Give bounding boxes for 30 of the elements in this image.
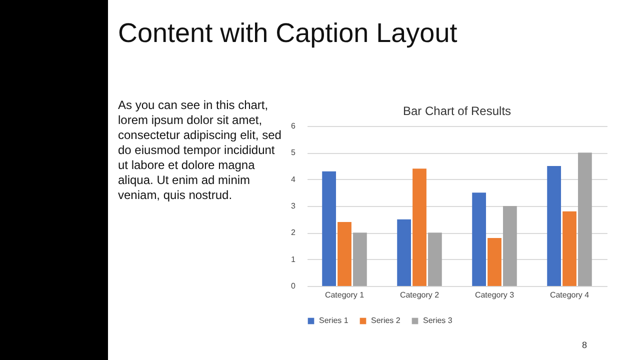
bar — [322, 171, 336, 286]
legend-label: Series 3 — [423, 316, 453, 325]
y-tick-label: 4 — [291, 174, 296, 184]
bar — [547, 166, 562, 286]
y-tick-label: 3 — [291, 202, 296, 210]
bar — [338, 222, 352, 286]
bar — [488, 238, 502, 286]
legend-label: Series 2 — [371, 316, 401, 325]
y-tick-label: 5 — [291, 148, 296, 158]
bar — [428, 232, 442, 286]
bar — [502, 206, 517, 286]
bar — [472, 192, 486, 286]
text: Content with Caption Layout — [118, 18, 458, 49]
bar — [412, 168, 426, 286]
y-tick-label: 6 — [291, 122, 296, 130]
x-tick-label: Category 2 — [400, 290, 440, 300]
bar — [578, 152, 592, 286]
x-tick-label: Category 3 — [474, 290, 515, 300]
bar — [562, 211, 576, 286]
bar — [352, 232, 367, 286]
x-tick-label: Category 4 — [550, 290, 590, 300]
y-tick-label: 1 — [291, 254, 296, 264]
y-tick-label: 2 — [291, 228, 296, 238]
chart-title: Bar Chart of Results — [402, 104, 512, 118]
text: 8 — [582, 340, 588, 350]
legend-label: Series 1 — [319, 316, 349, 325]
bar — [397, 219, 412, 286]
x-tick-label: Category 1 — [324, 290, 365, 300]
text: As you can see in this chart, lorem ipsum dolor sit amet, consectetur adipiscing elit, sed do eiusmod tempor incididunt ut labore et dolore magna aliqua. Ut enim ad minim veniam, quis nostrud. — [118, 98, 282, 203]
y-tick-label: 0 — [291, 282, 296, 290]
